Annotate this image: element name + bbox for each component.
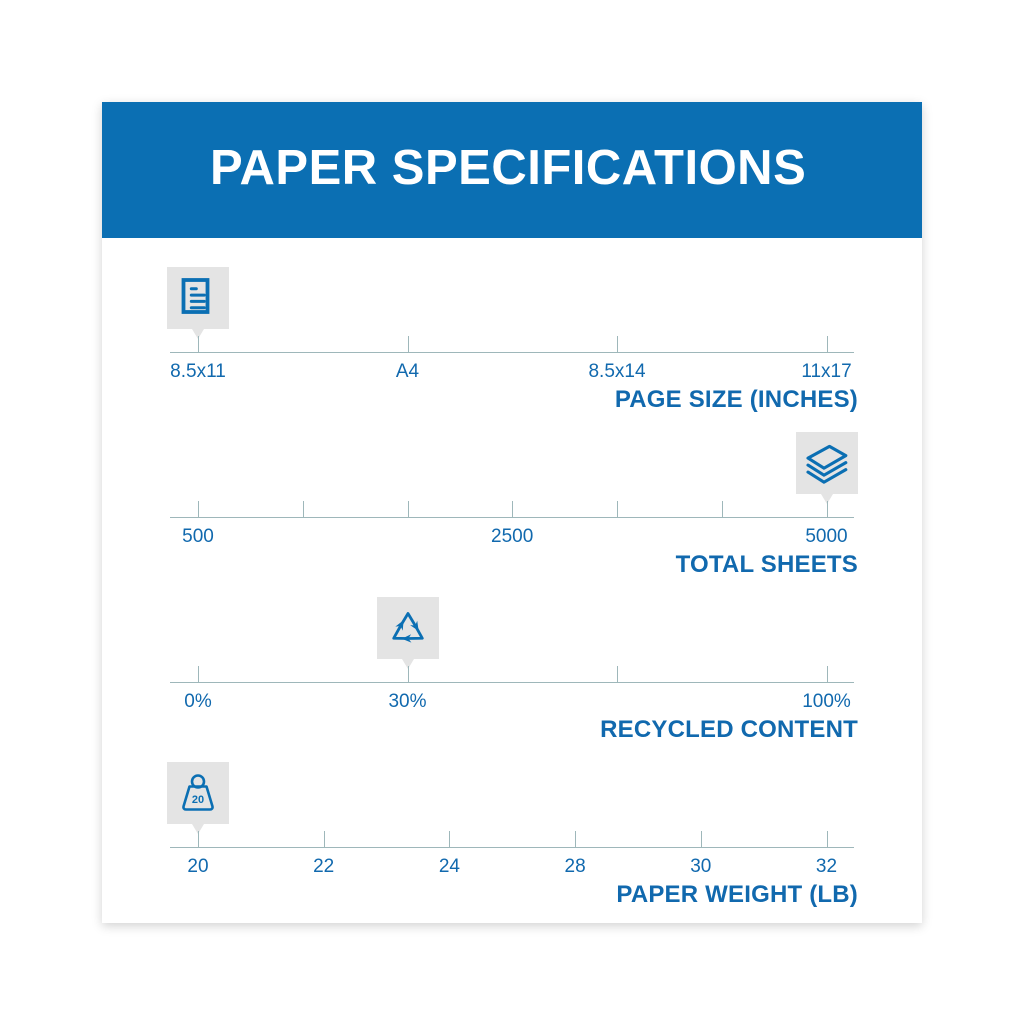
svg-text:20: 20 [192,794,204,806]
